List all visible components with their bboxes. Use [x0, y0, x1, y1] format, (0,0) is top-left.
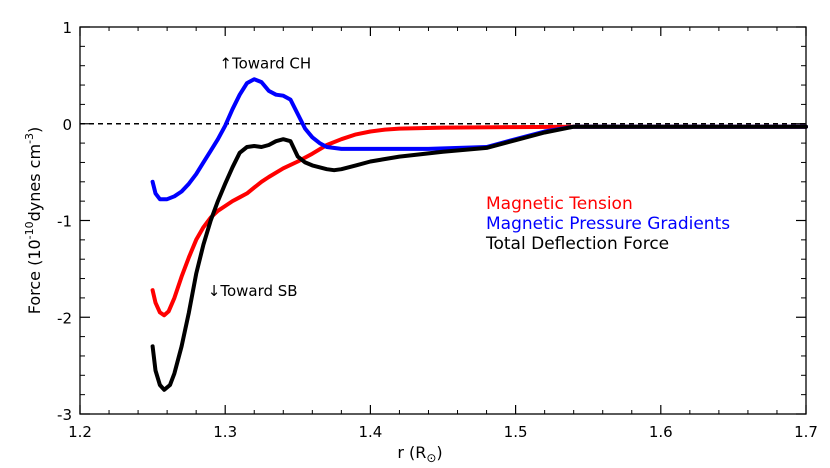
x-tick-label: 1.5 — [504, 423, 528, 441]
series-line-magnetic-pressure-gradients — [150, 77, 808, 202]
x-tick-label: 1.4 — [358, 423, 382, 441]
x-tick-label: 1.3 — [213, 423, 237, 441]
series-layer — [150, 77, 808, 392]
annotation-toward-sb: ↓Toward SB — [208, 282, 298, 300]
x-axis-label-base: r (R — [397, 443, 426, 462]
tick-layer: 1.2 1.3 1.4 1.5 1.6 1.7 -3 -2 -1 0 1 — [57, 19, 818, 441]
legend-entry-total-deflection-force: Total Deflection Force — [485, 234, 669, 254]
x-tick-label: 1.6 — [649, 423, 673, 441]
series-line-total-deflection-force — [150, 124, 808, 392]
legend-entry-magnetic-tension: Magnetic Tension — [486, 194, 633, 214]
x-axis-label: r (R⊙) — [397, 443, 442, 465]
y-axis-label-mid: dynes cm — [25, 144, 44, 221]
y-tick-label: 1 — [62, 19, 72, 37]
y-axis-label-close: ) — [25, 127, 44, 133]
annotations: ↑Toward CH ↓Toward SB — [208, 55, 311, 300]
y-tick-label: -1 — [57, 213, 72, 231]
x-tick-label: 1.2 — [68, 423, 92, 441]
annotation-toward-ch: ↑Toward CH — [219, 55, 311, 73]
y-axis-label-base: Force (10 — [25, 239, 44, 314]
y-axis-label-exponent-1: -10 — [23, 221, 36, 239]
x-axis-label-close: ) — [436, 443, 442, 462]
series-line-magnetic-tension — [150, 124, 808, 318]
y-axis-label-exponent-2: -3 — [23, 133, 36, 144]
y-tick-label: 0 — [62, 116, 72, 134]
legend-entry-magnetic-pressure-gradients: Magnetic Pressure Gradients — [486, 214, 730, 234]
x-tick-label: 1.7 — [794, 423, 818, 441]
y-tick-label: -3 — [57, 406, 72, 424]
x-axis-label-subscript: ⊙ — [426, 451, 436, 465]
y-tick-label: -2 — [57, 309, 72, 327]
y-axis-label: Force (10-10dynes cm-3) — [23, 127, 44, 315]
